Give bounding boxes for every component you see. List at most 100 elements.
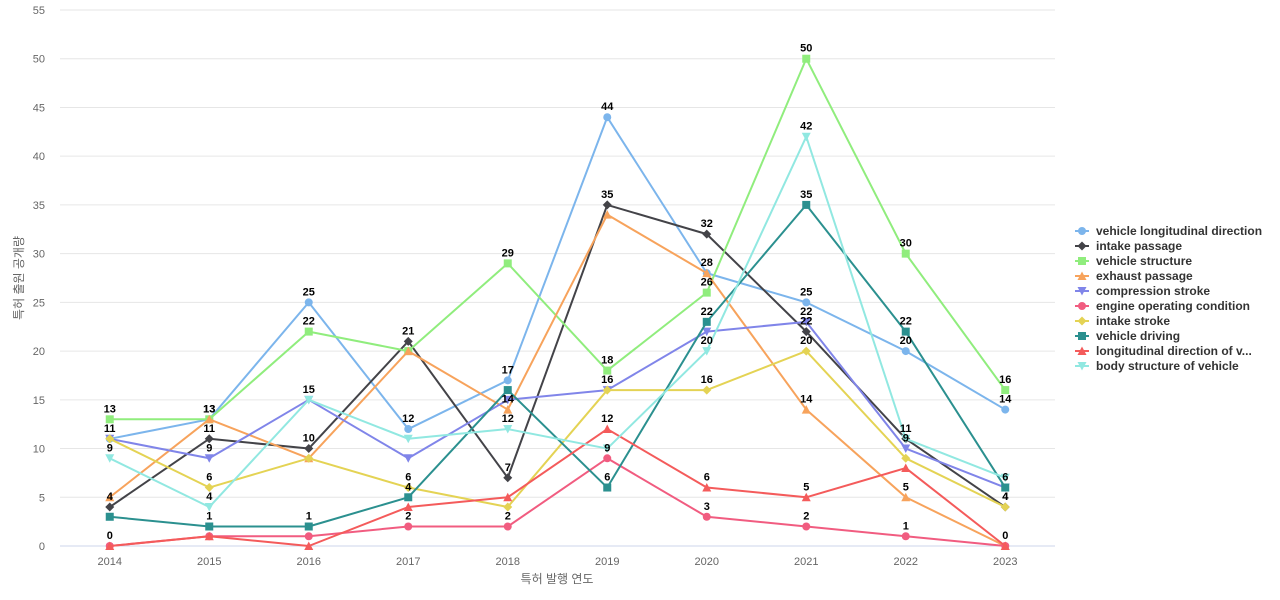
legend-marker-vehicle-structure (1078, 257, 1086, 265)
legend-label-vehicle-longitudinal-direction: vehicle longitudinal direction (1096, 224, 1262, 238)
data-point-vehicle-structure-2019 (603, 366, 612, 375)
legend-item-longitudinal-direction-of-v[interactable]: longitudinal direction of v... (1075, 344, 1252, 358)
data-label-engine-operating-condition-2022: 1 (903, 520, 909, 532)
data-label-vehicle-structure-2022: 30 (900, 238, 912, 250)
data-point-intake-stroke-2015 (204, 483, 214, 493)
data-point-vehicle-longitudinal-direction-2018 (503, 376, 512, 385)
legend-label-longitudinal-direction-of-v: longitudinal direction of v... (1096, 344, 1252, 358)
data-label-vehicle-longitudinal-direction-2017: 12 (402, 413, 414, 425)
legend-item-exhaust-passage[interactable]: exhaust passage (1075, 269, 1193, 283)
data-point-longitudinal-direction-of-v-2016 (304, 541, 314, 550)
data-point-engine-operating-condition-2017 (404, 522, 413, 531)
data-label-body-structure-of-vehicle-2018: 12 (502, 413, 514, 425)
data-label-vehicle-longitudinal-direction-2014: 11 (104, 423, 116, 435)
data-point-vehicle-structure-2020 (702, 288, 711, 297)
data-label-intake-passage-2018: 7 (505, 462, 511, 474)
legend-label-engine-operating-condition: engine operating condition (1096, 299, 1250, 313)
data-point-intake-stroke-2018 (503, 502, 513, 512)
legend-marker-vehicle-longitudinal-direction (1078, 227, 1086, 235)
legend-marker-engine-operating-condition (1078, 302, 1086, 310)
data-label-vehicle-longitudinal-direction-2022: 20 (900, 335, 912, 347)
data-label-exhaust-passage-2018: 14 (502, 394, 515, 406)
data-point-body-structure-of-vehicle-2015 (204, 503, 214, 512)
data-point-body-structure-of-vehicle-2018 (503, 425, 513, 434)
data-point-engine-operating-condition-2018 (503, 522, 512, 531)
data-point-body-structure-of-vehicle-2017 (403, 434, 413, 444)
data-point-intake-stroke-2021 (801, 346, 811, 356)
data-label-vehicle-structure-2023: 16 (999, 374, 1011, 386)
series-vehicle-longitudinal-direction (105, 113, 1010, 443)
data-point-longitudinal-direction-of-v-2019 (602, 424, 612, 434)
series-line-engine-operating-condition (109, 457, 1006, 547)
legend-label-vehicle-driving: vehicle driving (1096, 329, 1180, 343)
data-label-intake-passage-2016: 10 (303, 433, 315, 445)
x-tick-label-2020: 2020 (695, 556, 719, 568)
x-tick-label-2016: 2016 (297, 556, 321, 568)
legend-item-intake-passage[interactable]: intake passage (1075, 239, 1182, 253)
legend-marker-body-structure-of-vehicle (1077, 362, 1087, 371)
data-point-vehicle-driving-2018 (503, 386, 512, 395)
x-tick-label-2019: 2019 (595, 556, 619, 568)
data-label-vehicle-structure-2021: 50 (800, 43, 812, 55)
data-point-compression-stroke-2018 (503, 395, 513, 405)
data-label-intake-stroke-2021: 20 (800, 335, 812, 347)
legend-item-compression-stroke[interactable]: compression stroke (1075, 284, 1210, 298)
data-point-vehicle-structure-2018 (503, 259, 512, 268)
data-label-body-structure-of-vehicle-2021: 42 (800, 121, 812, 133)
data-label-engine-operating-condition-2019: 9 (604, 442, 610, 454)
legend-item-vehicle-structure[interactable]: vehicle structure (1075, 254, 1192, 268)
x-tick-label-2021: 2021 (794, 556, 818, 568)
data-label-vehicle-driving-2023: 6 (1002, 472, 1008, 484)
series-line-longitudinal-direction-of-v (109, 428, 1006, 547)
series-vehicle-structure (105, 54, 1010, 424)
data-point-vehicle-longitudinal-direction-2019 (603, 113, 612, 122)
data-point-compression-stroke-2020 (702, 327, 712, 337)
data-label-engine-operating-condition-2021: 2 (803, 511, 809, 523)
data-point-intake-passage-2017 (403, 336, 413, 346)
data-label-engine-operating-condition-2023: 0 (1002, 530, 1008, 542)
data-point-vehicle-driving-2016 (304, 522, 313, 531)
data-point-vehicle-structure-2022 (901, 249, 910, 258)
data-label-longitudinal-direction-of-v-2019: 12 (601, 413, 613, 425)
y-tick-label-0: 0 (39, 541, 45, 553)
legend-label-exhaust-passage: exhaust passage (1096, 269, 1193, 283)
data-point-engine-operating-condition-2022 (901, 532, 910, 541)
legend-label-intake-stroke: intake stroke (1096, 314, 1170, 328)
data-label-intake-passage-2021: 22 (800, 316, 812, 328)
data-label-vehicle-driving-2020: 22 (701, 306, 713, 318)
legend-item-engine-operating-condition[interactable]: engine operating condition (1075, 299, 1250, 313)
legend-item-vehicle-longitudinal-direction[interactable]: vehicle longitudinal direction (1075, 224, 1262, 238)
legend-item-intake-stroke[interactable]: intake stroke (1075, 314, 1170, 328)
data-label-engine-operating-condition-2017: 2 (405, 511, 411, 523)
data-label-intake-stroke-2020: 16 (701, 374, 713, 386)
legend-item-body-structure-of-vehicle[interactable]: body structure of vehicle (1075, 359, 1239, 373)
data-label-exhaust-passage-2021: 14 (800, 394, 813, 406)
legend-item-vehicle-driving[interactable]: vehicle driving (1075, 329, 1180, 343)
legend-marker-longitudinal-direction-of-v (1077, 346, 1087, 355)
data-point-intake-passage-2015 (204, 434, 214, 444)
series-engine-operating-condition (105, 454, 1010, 550)
legend-marker-intake-stroke (1077, 316, 1087, 326)
data-point-longitudinal-direction-of-v-2017 (403, 502, 413, 512)
y-tick-label-55: 55 (33, 5, 45, 17)
data-point-body-structure-of-vehicle-2014 (105, 454, 115, 463)
data-point-exhaust-passage-2020 (702, 268, 712, 278)
y-tick-label-10: 10 (33, 444, 45, 456)
data-point-exhaust-passage-2021 (801, 405, 811, 414)
data-point-vehicle-structure-2016 (304, 327, 313, 336)
data-point-vehicle-driving-2020 (702, 317, 711, 326)
data-point-vehicle-structure-2014 (105, 415, 114, 424)
data-point-vehicle-driving-2014 (105, 512, 114, 521)
data-point-intake-stroke-2023 (1000, 502, 1010, 512)
series-longitudinal-direction-of-v (105, 424, 1010, 550)
data-point-exhaust-passage-2015 (204, 414, 214, 424)
data-label-body-structure-of-vehicle-2015: 4 (206, 491, 213, 503)
data-point-vehicle-driving-2019 (603, 483, 612, 492)
data-point-intake-stroke-2022 (901, 453, 911, 463)
data-point-engine-operating-condition-2021 (802, 522, 811, 531)
data-point-longitudinal-direction-of-v-2015 (204, 531, 214, 541)
data-label-intake-stroke-2019: 16 (601, 374, 613, 386)
data-point-body-structure-of-vehicle-2019 (602, 444, 612, 454)
data-label-vehicle-longitudinal-direction-2019: 44 (601, 101, 614, 113)
